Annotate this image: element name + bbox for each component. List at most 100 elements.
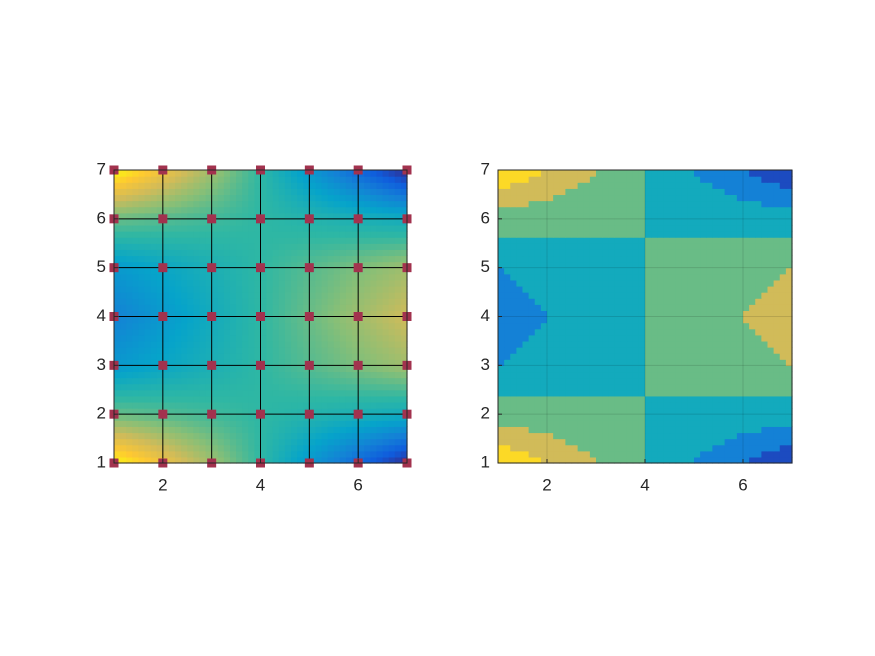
cell (749, 310, 756, 318)
cell (620, 420, 628, 427)
cell (150, 347, 158, 354)
cell (645, 212, 652, 220)
cell (632, 377, 640, 385)
cell (370, 316, 378, 324)
cell (175, 285, 182, 293)
cell (540, 292, 548, 299)
cell (394, 340, 402, 348)
cell (175, 377, 182, 385)
cell (785, 304, 793, 311)
cell (559, 408, 566, 415)
cell (382, 328, 390, 336)
cell (706, 285, 713, 293)
cell (571, 237, 579, 244)
cell (187, 395, 194, 403)
cell (498, 298, 505, 305)
cell (266, 176, 274, 183)
cell (773, 377, 781, 385)
cell (706, 292, 713, 299)
cell (321, 243, 329, 250)
cell (376, 249, 384, 257)
cell (266, 231, 274, 238)
cell (553, 200, 560, 208)
cell (638, 310, 646, 318)
cell (632, 371, 640, 379)
cell (571, 298, 579, 305)
cell (730, 395, 738, 403)
cell (199, 273, 207, 281)
cell (645, 188, 652, 196)
cell (779, 255, 787, 263)
cell (614, 322, 622, 330)
cell (291, 249, 298, 257)
cell (785, 255, 793, 263)
cell (712, 218, 720, 226)
cell (773, 212, 781, 220)
cell (229, 182, 237, 189)
cell (602, 249, 609, 257)
cell (199, 401, 207, 409)
cell (559, 328, 566, 336)
cell (718, 395, 726, 403)
cell (589, 456, 597, 464)
cell (767, 438, 775, 446)
cell (394, 176, 402, 183)
cell (211, 200, 219, 208)
cell (730, 206, 738, 214)
cell (534, 432, 542, 440)
cell (736, 292, 744, 299)
cell (761, 212, 769, 220)
cell (352, 334, 359, 342)
cell (516, 200, 524, 208)
cell (675, 255, 683, 263)
cell (339, 249, 347, 257)
cell (706, 243, 713, 250)
cell (266, 188, 274, 196)
cell (547, 420, 554, 427)
cell (547, 255, 554, 263)
cell (229, 224, 237, 232)
cell (687, 188, 695, 196)
cell (150, 340, 158, 348)
cell (510, 237, 517, 244)
cell (553, 206, 560, 214)
cell (577, 206, 585, 214)
cell (767, 383, 775, 391)
cell (236, 377, 243, 385)
cell (327, 279, 335, 287)
cell (681, 414, 689, 421)
cell (645, 395, 652, 403)
cell (144, 188, 152, 196)
cell (694, 371, 701, 379)
marker (207, 263, 217, 273)
cell (504, 298, 511, 305)
cell (199, 383, 207, 391)
cell (187, 334, 194, 342)
cell (755, 237, 762, 244)
cell (645, 456, 652, 464)
cell (388, 304, 396, 311)
cell (278, 212, 286, 220)
cell (620, 261, 628, 269)
cell (217, 334, 225, 342)
cell (114, 401, 121, 409)
cell (315, 340, 323, 348)
cell (364, 371, 371, 379)
cell (260, 340, 268, 348)
cell (694, 218, 701, 226)
cell (223, 231, 231, 238)
cell (321, 432, 329, 440)
cell (626, 261, 634, 269)
cell (785, 450, 793, 458)
cell (229, 206, 237, 214)
cell (724, 408, 732, 415)
cell (687, 298, 695, 305)
cell (254, 389, 262, 397)
cell (559, 206, 566, 214)
cell (217, 176, 225, 183)
cell (651, 456, 658, 464)
cell (632, 182, 640, 189)
cell (602, 194, 609, 202)
cell (278, 218, 286, 226)
cell (236, 347, 243, 354)
